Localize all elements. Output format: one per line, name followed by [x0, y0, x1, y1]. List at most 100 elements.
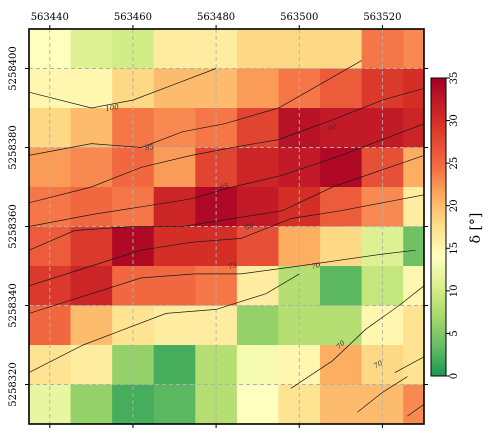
heatmap-cell — [153, 108, 196, 148]
heatmap-cell — [153, 187, 196, 227]
heatmap-cell — [361, 266, 404, 306]
x-tick-label: 563440 — [31, 12, 69, 23]
heatmap-cell — [403, 384, 425, 425]
heatmap-cell — [278, 147, 321, 188]
y-axis-ticks: 5258320 5258340 5258360 5258380 5258400 — [8, 46, 428, 407]
contour-label: 95 — [144, 143, 155, 153]
heatmap-cell — [403, 226, 425, 267]
colorbar-label: δ [°] — [468, 213, 484, 244]
x-tick-label: 563520 — [363, 12, 401, 23]
contour-label: 70 — [372, 359, 384, 371]
heatmap-cell — [278, 384, 321, 425]
heatmap-cell — [320, 305, 363, 346]
contour-label: 100 — [105, 103, 120, 113]
heatmap-cell — [361, 384, 404, 425]
heatmap-cell — [70, 187, 113, 227]
colorbar-tick-label: 20 — [449, 199, 460, 212]
colorbar: 0 5 10 15 20 25 30 35 δ [°] — [430, 72, 484, 379]
heatmap-cell — [70, 68, 113, 109]
heatmap-cell — [236, 384, 279, 425]
contour-line — [28, 123, 425, 227]
heatmap-cell — [153, 266, 196, 306]
y-tick-label: 5258400 — [8, 46, 19, 91]
colorbar-tick-label: 30 — [449, 114, 460, 127]
heatmap-cell — [29, 29, 72, 69]
contour-line — [28, 68, 217, 109]
y-tick-label: 5258360 — [8, 204, 19, 249]
heatmap-cell — [153, 68, 196, 109]
heatmap-cell — [153, 29, 196, 69]
heatmap-cell — [70, 384, 113, 425]
colorbar-tick-label: 25 — [449, 157, 460, 170]
colorbar-tick-label: 15 — [449, 242, 460, 255]
y-tick-label: 5258340 — [8, 283, 19, 328]
contour-line — [28, 273, 300, 373]
contour-line — [28, 249, 416, 314]
heatmap-cell — [153, 226, 196, 267]
heatmap-cell — [153, 384, 196, 425]
heatmap-cell — [70, 305, 113, 346]
heatmap-cell — [320, 226, 363, 267]
heatmap-cell — [70, 29, 113, 69]
heatmap-cell — [403, 345, 425, 385]
heatmap-cell — [403, 147, 425, 188]
x-axis-ticks: 563440 563460 563480 563500 563520 — [31, 12, 402, 428]
contour-line — [28, 87, 425, 204]
contour-line — [28, 155, 425, 251]
heatmap-cell — [403, 187, 425, 227]
contour-line — [28, 60, 362, 156]
heatmap-cell — [320, 266, 363, 306]
heatmap-cell — [153, 305, 196, 346]
heatmap-cell — [403, 266, 425, 306]
heatmap-cell — [195, 266, 238, 306]
heatmap-cell — [236, 147, 279, 188]
heatmap-cell — [236, 108, 279, 148]
grid-lines — [29, 29, 424, 424]
contour-label: 90 — [327, 122, 339, 133]
heatmap-cell — [153, 147, 196, 188]
heatmap-cell — [195, 147, 238, 188]
contour-line — [357, 376, 408, 413]
heatmap-cells — [29, 29, 425, 425]
contour-line — [28, 194, 425, 287]
colorbar-tick-label: 5 — [449, 330, 460, 336]
colorbar-gradient — [430, 77, 447, 377]
heatmap-cell — [70, 226, 113, 267]
heatmap-cell — [153, 345, 196, 385]
heatmap-cell — [361, 29, 404, 69]
heatmap-cell — [320, 187, 363, 227]
colorbar-ticks: 0 5 10 15 20 25 30 35 — [446, 72, 460, 379]
x-tick-label: 563460 — [114, 12, 152, 23]
contour-line — [290, 285, 425, 389]
heatmap-cell — [320, 108, 363, 148]
heatmap-cell — [195, 384, 238, 425]
contour-label: 85 — [219, 182, 231, 193]
heatmap-cell — [278, 29, 321, 69]
heatmap-cell — [29, 384, 72, 425]
heatmap-cell — [236, 187, 279, 227]
heatmap-cell — [70, 108, 113, 148]
heatmap-cell — [236, 226, 279, 267]
heatmap-cell — [403, 68, 425, 109]
heatmap-cell — [112, 266, 155, 306]
heatmap-cell — [70, 266, 113, 306]
x-tick-label: 563500 — [280, 12, 318, 23]
heatmap-cell — [29, 266, 72, 306]
heatmap-cell — [70, 147, 113, 188]
heatmap-cell — [236, 68, 279, 109]
colorbar-tick-label: 10 — [449, 284, 460, 297]
heatmap-cell — [236, 266, 279, 306]
heatmap-cell — [236, 305, 279, 346]
heatmap-cell — [361, 147, 404, 188]
contour-label: 70 — [311, 261, 322, 271]
colorbar-tick-label: 0 — [449, 373, 460, 379]
heatmap-cell — [29, 147, 72, 188]
contour-lines — [28, 60, 425, 417]
contour-line — [394, 356, 425, 373]
heatmap-cell — [320, 345, 363, 385]
heatmap-cell — [320, 29, 363, 69]
heatmap-cell — [320, 384, 363, 425]
y-tick-label: 5258380 — [8, 125, 19, 170]
colorbar-tick-label: 35 — [449, 72, 460, 85]
